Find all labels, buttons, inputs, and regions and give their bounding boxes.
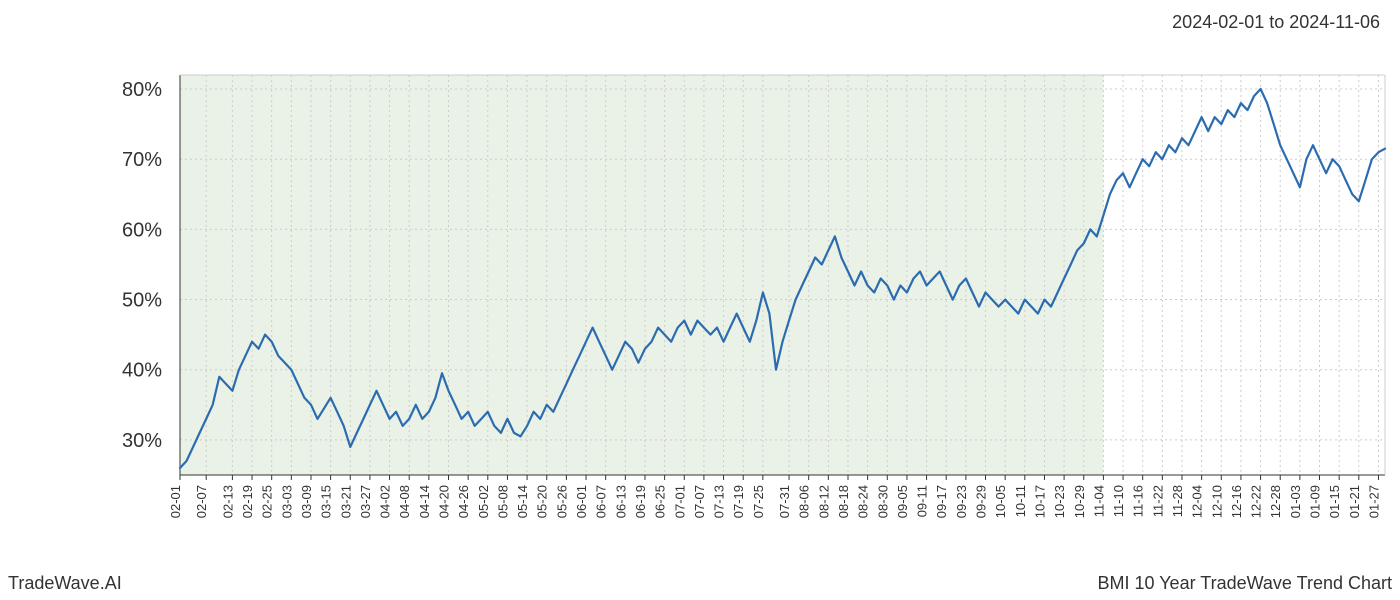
xtick-label: 12-04	[1190, 485, 1205, 518]
ytick-label: 40%	[122, 360, 162, 382]
xtick-label: 08-12	[816, 485, 831, 518]
xtick-label: 04-02	[378, 485, 393, 518]
xtick-label: 11-16	[1131, 485, 1146, 517]
xtick-label: 06-19	[633, 485, 648, 518]
xtick-label: 01-15	[1327, 485, 1342, 518]
xtick-label: 10-29	[1072, 485, 1087, 518]
xtick-label: 06-25	[653, 485, 668, 518]
xtick-label: 01-21	[1347, 485, 1362, 518]
xtick-label: 03-15	[319, 485, 334, 518]
xtick-label: 09-29	[974, 485, 989, 518]
xtick-label: 12-10	[1209, 485, 1224, 518]
xtick-label: 05-14	[515, 485, 530, 518]
trend-chart: 30% 40% 50% 60% 70% 80% 02-01 02-07 02-13 02-19 02…	[0, 55, 1400, 570]
xtick-label: 10-23	[1052, 485, 1067, 518]
xtick-label: 02-13	[220, 485, 235, 518]
xtick-label: 06-13	[613, 485, 628, 518]
xtick-label: 07-19	[731, 485, 746, 518]
xtick-label: 07-31	[777, 485, 792, 518]
ytick-label: 60%	[122, 219, 162, 241]
xtick-label: 02-25	[260, 485, 275, 518]
xtick-label: 02-07	[194, 485, 209, 518]
xtick-label: 10-05	[993, 485, 1008, 518]
xtick-label: 12-28	[1268, 485, 1283, 518]
xtick-label: 11-22	[1150, 485, 1165, 517]
chart-title: BMI 10 Year TradeWave Trend Chart	[1098, 573, 1393, 594]
xtick-label: 09-11	[915, 485, 930, 517]
xtick-label: 09-17	[934, 485, 949, 518]
xtick-label: 04-20	[437, 485, 452, 518]
xtick-label: 07-25	[751, 485, 766, 518]
ytick-label: 70%	[122, 149, 162, 171]
xtick-label: 07-13	[712, 485, 727, 518]
xtick-label: 03-27	[358, 485, 373, 518]
shaded-region	[180, 75, 1103, 475]
ytick-label: 50%	[122, 290, 162, 312]
xtick-label: 12-22	[1249, 485, 1264, 518]
xtick-label: 02-01	[168, 485, 183, 518]
xtick-label: 11-10	[1111, 485, 1126, 517]
xtick-label: 08-18	[836, 485, 851, 518]
xtick-label: 03-09	[299, 485, 314, 518]
xtick-label: 07-07	[692, 485, 707, 518]
xtick-label: 04-08	[397, 485, 412, 518]
xtick-label: 07-01	[672, 485, 687, 518]
chart-container: 30% 40% 50% 60% 70% 80% 02-01 02-07 02-13 02-19 02…	[0, 55, 1400, 570]
ytick-label: 80%	[122, 79, 162, 101]
xtick-label: 04-26	[456, 485, 471, 518]
xtick-label: 01-09	[1308, 485, 1323, 518]
xtick-label: 08-06	[797, 485, 812, 518]
xtick-label: 06-07	[594, 485, 609, 518]
ytick-label: 30%	[122, 430, 162, 452]
xtick-label: 10-17	[1032, 485, 1047, 518]
xtick-label: 11-28	[1170, 485, 1185, 517]
xtick-label: 05-02	[476, 485, 491, 518]
xtick-label: 01-27	[1366, 485, 1381, 518]
xtick-label: 04-14	[417, 485, 432, 518]
xtick-label: 01-03	[1288, 485, 1303, 518]
xtick-label: 03-21	[338, 485, 353, 518]
xtick-label: 08-30	[875, 485, 890, 518]
xtick-label: 05-20	[535, 485, 550, 518]
xtick-label: 09-23	[954, 485, 969, 518]
date-range-label: 2024-02-01 to 2024-11-06	[1172, 12, 1380, 33]
xtick-label: 05-26	[554, 485, 569, 518]
xtick-label: 02-19	[240, 485, 255, 518]
xtick-label: 09-05	[895, 485, 910, 518]
xtick-label: 08-24	[856, 485, 871, 518]
xtick-label: 06-01	[574, 485, 589, 518]
xtick-label: 03-03	[279, 485, 294, 518]
xtick-label: 05-08	[495, 485, 510, 518]
xtick-label: 10-11	[1013, 485, 1028, 517]
xtick-label: 12-16	[1229, 485, 1244, 518]
brand-label: TradeWave.AI	[8, 573, 122, 594]
xtick-label: 11-04	[1091, 485, 1106, 517]
